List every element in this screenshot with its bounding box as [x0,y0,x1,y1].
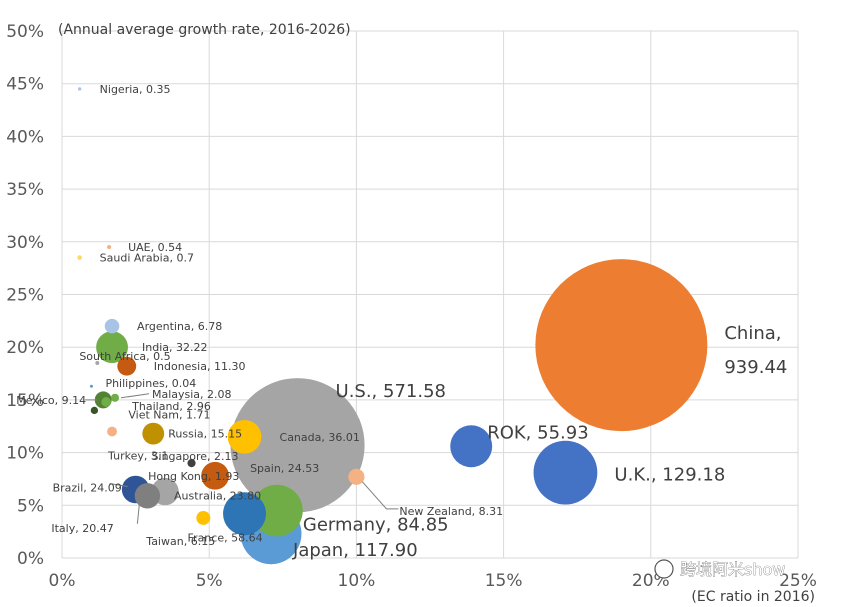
y-tick-label: 10% [6,444,44,464]
y-tick-label: 5% [17,496,44,516]
bubble-label: Hong Kong, 1.93 [148,470,239,483]
bubble [101,397,111,407]
bubble [223,492,267,536]
y-tick-label: 30% [6,233,44,253]
bubble [107,426,117,437]
bubble [134,483,161,509]
y-tick-label: 15% [6,391,44,411]
y-tick-label: 20% [6,338,44,358]
bubble-label: Turkey, 3.1 [107,450,168,463]
bubble-label: Indonesia, 11.30 [154,360,246,373]
y-tick-label: 35% [6,180,44,200]
x-tick-label: 10% [338,571,376,591]
bubble-label: Taiwan, 6.15 [145,535,215,548]
bubble-label: India, 32.22 [142,341,207,354]
bubble [117,356,137,376]
watermark-text: 跨境阿米show [680,560,785,579]
x-axis-title: (EC ratio in 2016) [691,589,815,605]
bubble-label: Mexico, 9.14 [16,394,86,407]
bubble-label: Russia, 15.15 [168,428,242,441]
bubble [187,459,196,468]
bubble-label: China, [724,323,781,344]
bubble-label: Philippines, 0.04 [105,377,196,390]
bubble-label: South Africa, 0.5 [79,350,170,363]
bubble-label: Thailand, 2.96 [131,400,211,413]
bubble-label: Malaysia, 2.08 [152,388,232,401]
label-leader-line [120,393,150,399]
bubble [78,87,82,91]
bubble-label: ROK, 55.93 [487,422,588,443]
bubble [533,440,598,505]
y-tick-labels: 0% 5% 10% 15% 20% 25% 30% 35% 40% 45% 50% [6,22,44,569]
bubble [251,484,303,537]
label-leader-line [109,482,128,487]
bubble-label: Singapore, 2.13 [152,450,239,463]
bubble-label: U.K., 129.18 [614,465,725,486]
bubble [96,331,128,364]
bubble-label: Germany, 84.85 [303,515,449,536]
bubble-label: New Zealand, 8.31 [399,505,503,518]
bubble-label: Argentina, 6.78 [137,320,222,333]
bubbles [77,87,708,565]
bubble-label: 939.44 [724,357,787,378]
x-tick-label: 5% [196,571,223,591]
bubble-label: Japan, 117.90 [292,540,418,561]
bubble-label: Saudi Arabia, 0.7 [100,252,194,265]
bubble [142,422,165,445]
bubble-label: Nigeria, 0.35 [100,83,171,96]
label-leader-line [136,503,140,524]
label-leader-line [362,481,399,510]
bubble-label: Viet Nam, 1.71 [128,408,210,421]
wechat-icon [654,559,674,579]
bubble [89,384,93,388]
x-tick-label: 0% [49,571,76,591]
bubble-label: France, 58.64 [188,532,263,545]
x-tick-label: 15% [485,571,523,591]
y-tick-label: 0% [17,549,44,569]
bubble [104,318,120,334]
bubble [110,393,120,402]
bubble-label: UAE, 0.54 [128,241,182,254]
y-tick-label: 50% [6,22,44,42]
bubble [450,425,493,468]
bubble [348,468,365,485]
bubble-label: Australia, 23.80 [174,490,261,503]
bubble [535,259,708,432]
bubble [211,471,219,480]
y-tick-label: 45% [6,75,44,95]
bubble [196,510,211,525]
bubble-label: Spain, 24.53 [250,462,319,475]
bubble [107,245,112,250]
bubble [95,361,100,365]
y-axis-title: (Annual average growth rate, 2016-2026) [58,22,351,38]
bubble [90,406,99,415]
bubble-label: Canada, 36.01 [280,431,360,444]
watermark: 跨境阿米show [654,559,786,579]
bubble [230,378,365,513]
y-tick-label: 40% [6,127,44,147]
bubble [77,255,83,260]
bubble-label: U.S., 571.58 [336,381,446,402]
bubble-label: Italy, 20.47 [51,522,113,535]
y-tick-label: 25% [6,286,44,306]
bubble [227,419,262,454]
x-tick-label: 25% [779,571,817,591]
bubble-label: Brazil, 24.09 [53,481,122,494]
